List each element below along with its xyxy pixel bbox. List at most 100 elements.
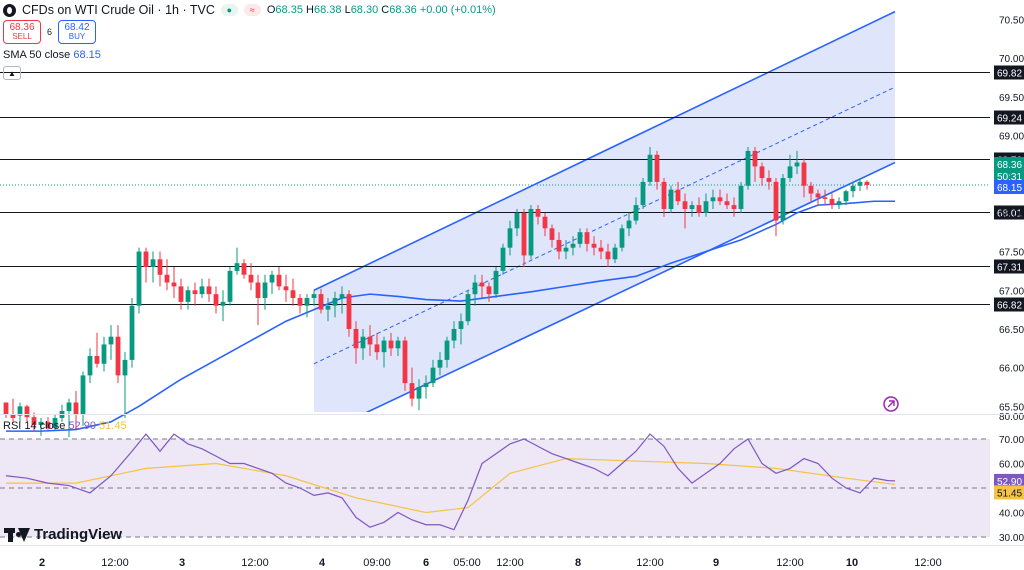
time-tick-label: 12:00 — [914, 557, 942, 569]
candle-body — [381, 340, 387, 353]
time-tick-label: 8 — [575, 557, 581, 569]
candle-body — [535, 208, 541, 217]
candle — [206, 278, 212, 302]
candle-body — [752, 150, 758, 167]
candle-body — [647, 154, 653, 182]
candle-body — [227, 270, 233, 302]
tradingview-logo[interactable]: TradingView — [4, 526, 122, 543]
candle — [241, 259, 247, 279]
candle — [640, 178, 646, 209]
close-value: 68.36 — [389, 4, 417, 16]
candle — [472, 274, 478, 306]
candle — [689, 201, 695, 217]
candle-body — [262, 282, 268, 298]
candle — [150, 251, 156, 283]
sma-legend[interactable]: SMA 50 close 68.15 — [3, 49, 101, 61]
candle-body — [108, 336, 114, 345]
candle-body — [584, 232, 590, 244]
price-pane — [0, 10, 990, 438]
change-value: +0.00 (+0.01%) — [419, 4, 496, 16]
candle — [444, 336, 450, 368]
candle — [773, 178, 779, 237]
sell-button[interactable]: 68.36 SELL — [3, 20, 41, 44]
rsi-legend[interactable]: RSI 14 close 52.90 51.45 — [3, 420, 127, 432]
candle-body — [367, 336, 373, 345]
candle-body — [304, 297, 310, 306]
tradingview-mark-icon — [4, 527, 30, 542]
candle-body — [339, 294, 345, 298]
time-tick-label: 12:00 — [241, 557, 269, 569]
level-badge-label: 68.01 — [997, 209, 1022, 220]
market-status-icon[interactable]: ● — [220, 4, 238, 16]
rsi-line — [5, 433, 896, 531]
rsi-ma-line — [6, 457, 896, 514]
candle — [787, 154, 793, 182]
candle-body — [276, 274, 282, 287]
candle — [500, 243, 506, 275]
data-problem-icon[interactable]: ≈ — [243, 4, 261, 16]
candle-body — [822, 197, 828, 199]
candle — [808, 181, 814, 202]
candle — [297, 294, 303, 314]
candle-body — [689, 205, 695, 209]
level-badge — [994, 297, 1024, 312]
sma-legend-label: SMA 50 close — [3, 49, 71, 61]
candle-body — [346, 294, 352, 329]
alert-icon[interactable] — [883, 396, 899, 412]
candle — [465, 290, 471, 326]
candle — [577, 228, 583, 248]
candle — [17, 402, 23, 422]
candle-body — [402, 340, 408, 384]
candle — [528, 205, 534, 260]
candle — [514, 208, 520, 237]
rsi-ma-legend-value: 51.45 — [99, 420, 127, 432]
price-tick-label: 67.50 — [999, 248, 1024, 259]
rsi-tick-label: 70.00 — [999, 435, 1024, 446]
candle-body — [528, 208, 534, 256]
candle — [311, 290, 317, 306]
candle-body — [577, 232, 583, 244]
candle — [353, 321, 359, 364]
candle-body — [416, 387, 422, 399]
candle — [213, 286, 219, 314]
candle-body — [787, 166, 793, 179]
collapse-legend-icon[interactable]: ▲ — [3, 66, 21, 80]
candle-body — [696, 205, 702, 213]
candle — [759, 162, 765, 186]
candle — [276, 267, 282, 291]
candles — [3, 147, 870, 438]
candle — [822, 189, 828, 206]
candle-body — [808, 185, 814, 194]
time-tick-label: 12:00 — [636, 557, 664, 569]
candle — [248, 263, 254, 291]
level-badge — [994, 110, 1024, 125]
rsi-tick-label: 40.00 — [999, 509, 1024, 520]
symbol-logo-icon — [3, 3, 16, 17]
candle — [479, 274, 485, 298]
symbol-title[interactable]: CFDs on WTI Crude Oil · 1h · TVC — [22, 3, 215, 17]
high-value: 68.38 — [313, 4, 342, 16]
candle-body — [801, 162, 807, 186]
buy-button[interactable]: 68.42 BUY — [58, 20, 97, 44]
candle-body — [269, 274, 275, 283]
candle-body — [192, 290, 198, 295]
candle-body — [80, 375, 86, 415]
candle — [696, 197, 702, 217]
rsi-legend-label: RSI 14 close — [3, 420, 66, 432]
price-tick-label: 65.50 — [999, 402, 1024, 413]
rsi-value-badge — [994, 473, 1024, 488]
candle — [451, 321, 457, 349]
candle — [507, 220, 513, 256]
time-tick-label: 05:00 — [453, 557, 481, 569]
candle-body — [213, 294, 219, 306]
candle-body — [598, 247, 604, 252]
price-tick-label: 70.00 — [999, 54, 1024, 65]
candle — [304, 294, 310, 318]
channel-mid-line — [313, 86, 896, 365]
candle — [766, 170, 772, 190]
candle — [612, 243, 618, 264]
candle-body — [731, 205, 737, 209]
candle-body — [829, 198, 835, 206]
price-tick-label: 80.00 — [999, 412, 1024, 423]
